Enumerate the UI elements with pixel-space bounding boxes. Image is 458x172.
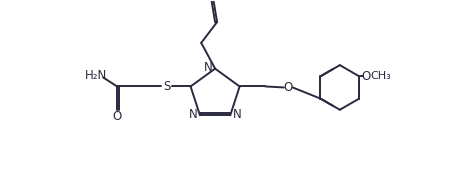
Text: S: S: [163, 80, 170, 93]
Text: O: O: [361, 70, 371, 83]
Text: CH₃: CH₃: [371, 71, 391, 81]
Text: O: O: [283, 81, 292, 94]
Text: O: O: [113, 110, 122, 123]
Text: N: N: [189, 108, 197, 121]
Text: N: N: [233, 108, 241, 121]
Text: H₂N: H₂N: [85, 69, 108, 82]
Text: N: N: [204, 61, 213, 74]
